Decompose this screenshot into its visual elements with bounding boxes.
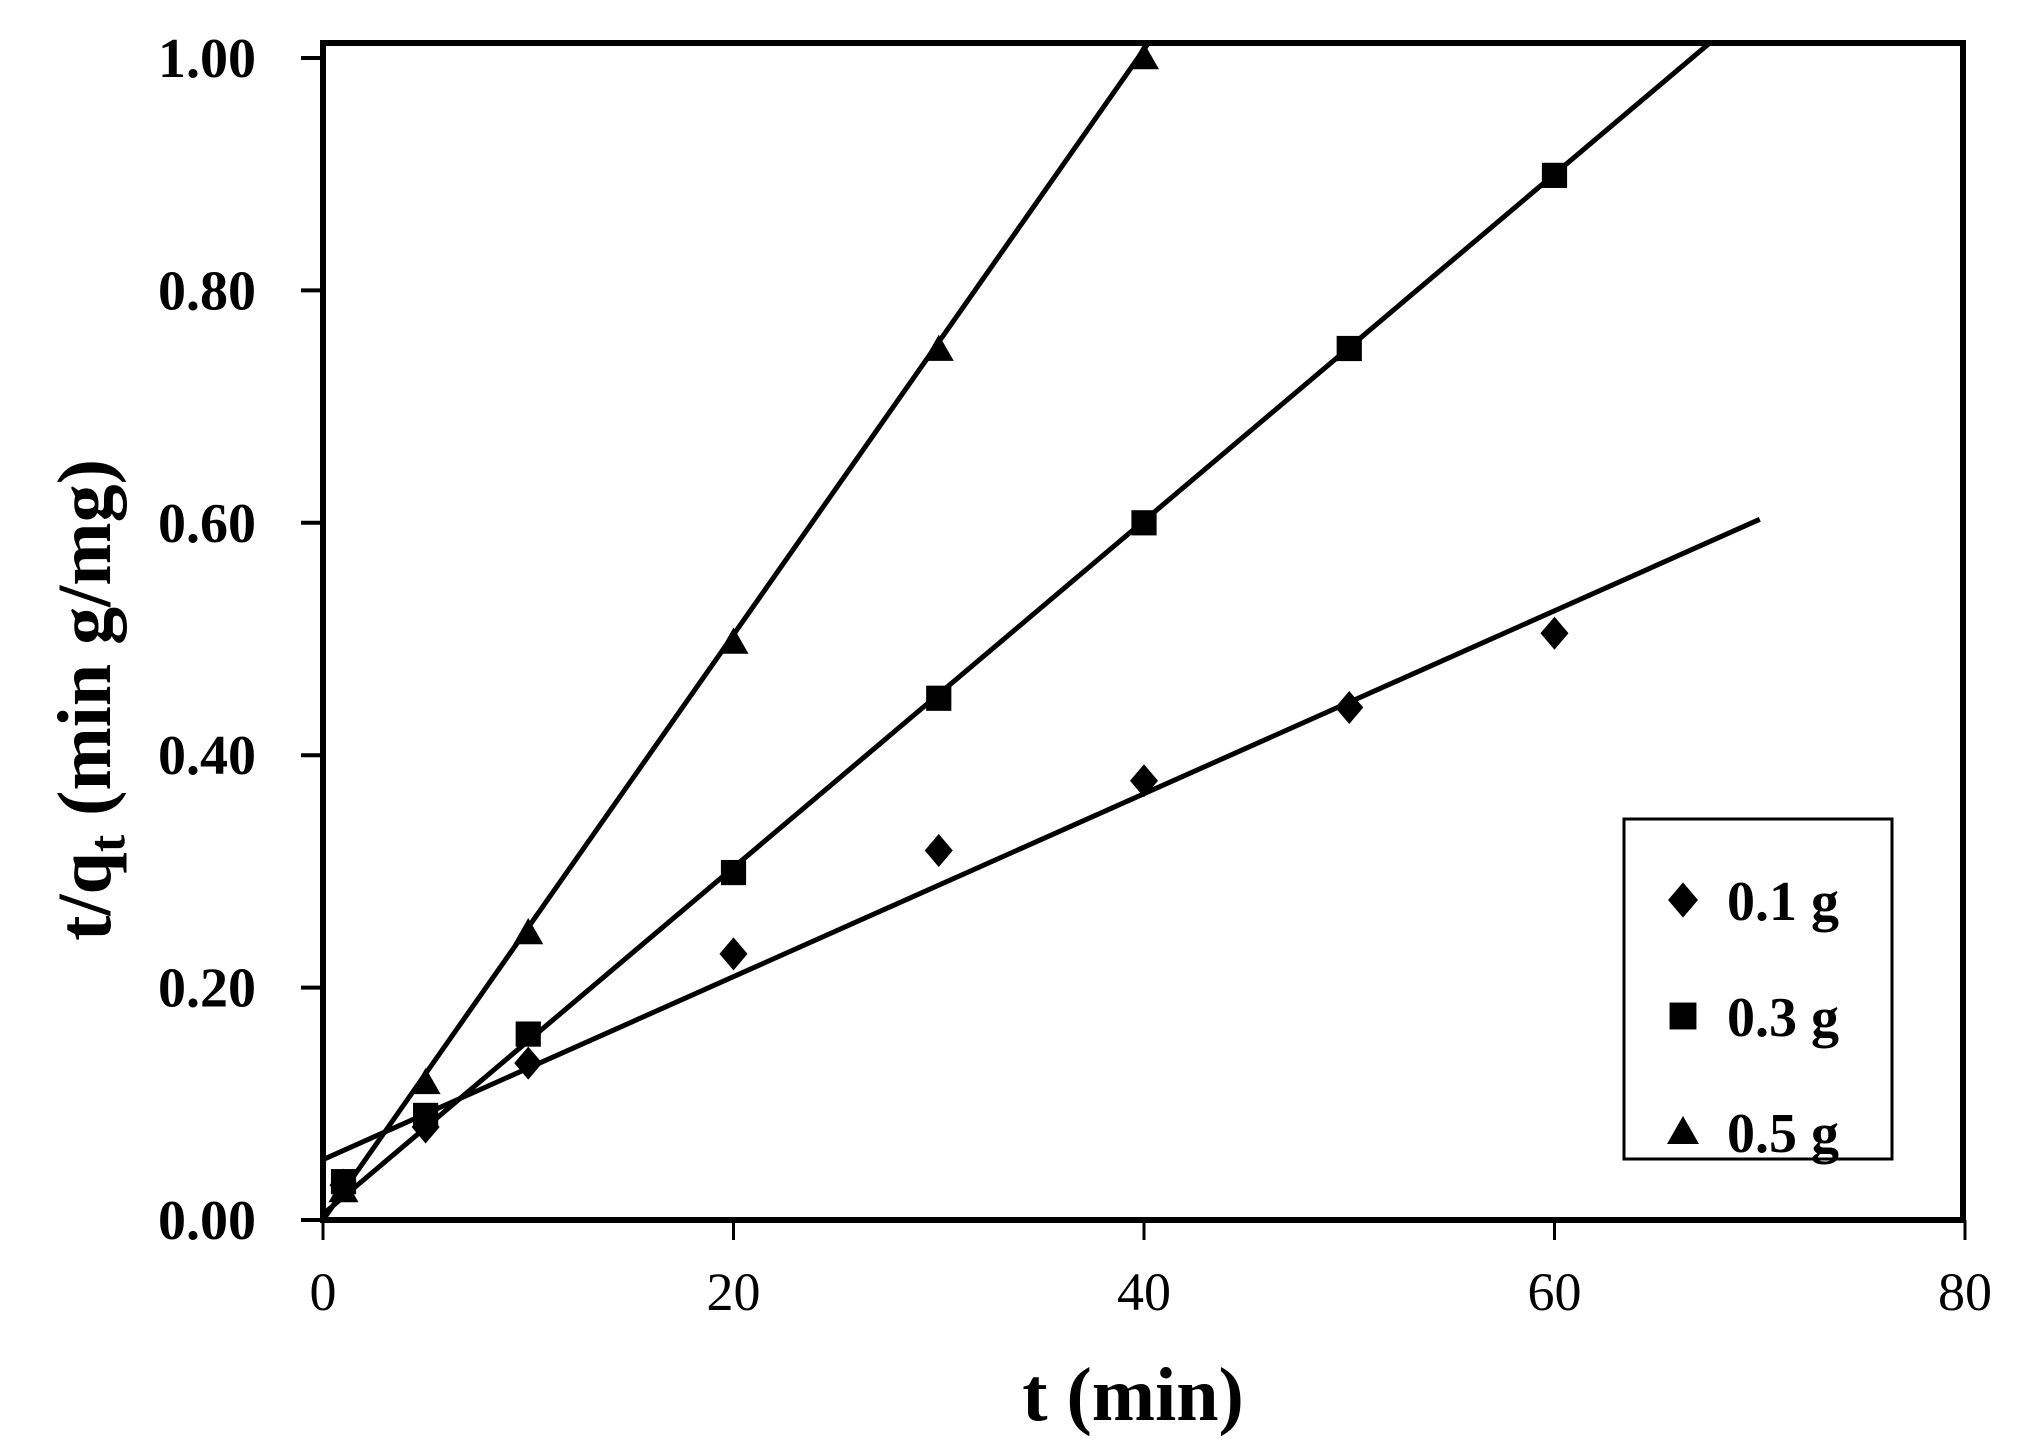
diamond-marker-icon <box>1129 764 1159 798</box>
legend-label: 0.5 g <box>1727 1103 1839 1165</box>
legend-items: 0.1 g 0.3 g 0.5 g <box>1667 871 1839 1165</box>
x-axis-ticks: 0 20 40 60 80 <box>310 1220 1992 1322</box>
triangle-marker-icon <box>718 627 749 654</box>
triangle-marker-icon <box>410 1067 441 1095</box>
fit-line-03g <box>326 46 1710 1215</box>
x-tick-label: 20 <box>707 1262 761 1322</box>
x-tick-label: 80 <box>1938 1262 1992 1322</box>
y-tick-label: 0.60 <box>158 493 256 555</box>
square-marker-icon <box>720 859 747 886</box>
legend-square-icon <box>1669 1002 1697 1030</box>
x-tick-label: 0 <box>310 1262 337 1322</box>
fit-line-05g <box>326 46 1150 1217</box>
square-marker-icon <box>515 1021 541 1047</box>
x-tick-label: 40 <box>1117 1262 1171 1322</box>
triangle-marker-icon <box>923 334 954 361</box>
legend-label: 0.1 g <box>1727 871 1839 933</box>
y-axis-title-rest: (min g/mg) <box>43 459 127 835</box>
y-tick-label: 0.40 <box>158 725 256 787</box>
triangle-marker-icon <box>513 917 544 945</box>
x-tick-label: 60 <box>1528 1262 1582 1322</box>
diamond-marker-icon <box>924 833 953 867</box>
diamond-marker-icon <box>719 937 748 971</box>
triangle-marker-icon <box>1129 43 1159 70</box>
y-axis-title-main: t/q <box>43 852 127 941</box>
y-tick-label: 0.80 <box>158 260 256 322</box>
diamond-marker-icon <box>514 1046 543 1080</box>
legend-label: 0.3 g <box>1727 987 1839 1049</box>
x-axis-title: t (min) <box>1022 1353 1244 1437</box>
y-tick-label: 0.20 <box>158 958 256 1020</box>
legend-triangle-icon <box>1667 1116 1699 1144</box>
fit-line-01g <box>326 517 1761 1161</box>
triangle-marker-icon <box>328 1175 359 1203</box>
y-axis-title: t/qt (min g/mg) <box>43 459 136 941</box>
y-tick-label: 0.00 <box>158 1190 256 1252</box>
y-axis-ticks: 0.00 0.20 0.40 0.60 0.80 1.00 <box>158 28 323 1252</box>
square-marker-icon <box>413 1102 439 1129</box>
fit-lines <box>326 46 1761 1217</box>
legend-box <box>1622 817 1894 1161</box>
diamond-marker-icon <box>1335 691 1364 725</box>
y-tick-label: 1.00 <box>158 28 256 90</box>
square-marker-icon <box>926 685 952 711</box>
y-axis-title-subscript: t <box>79 834 136 852</box>
data-markers <box>328 43 1569 1203</box>
square-marker-icon <box>1541 162 1568 188</box>
legend: 0.1 g 0.3 g 0.5 g <box>1622 817 1894 1165</box>
square-marker-icon <box>1336 335 1362 362</box>
square-marker-icon <box>1131 510 1157 536</box>
diamond-marker-icon <box>1540 616 1569 650</box>
legend-diamond-icon <box>1668 882 1698 918</box>
